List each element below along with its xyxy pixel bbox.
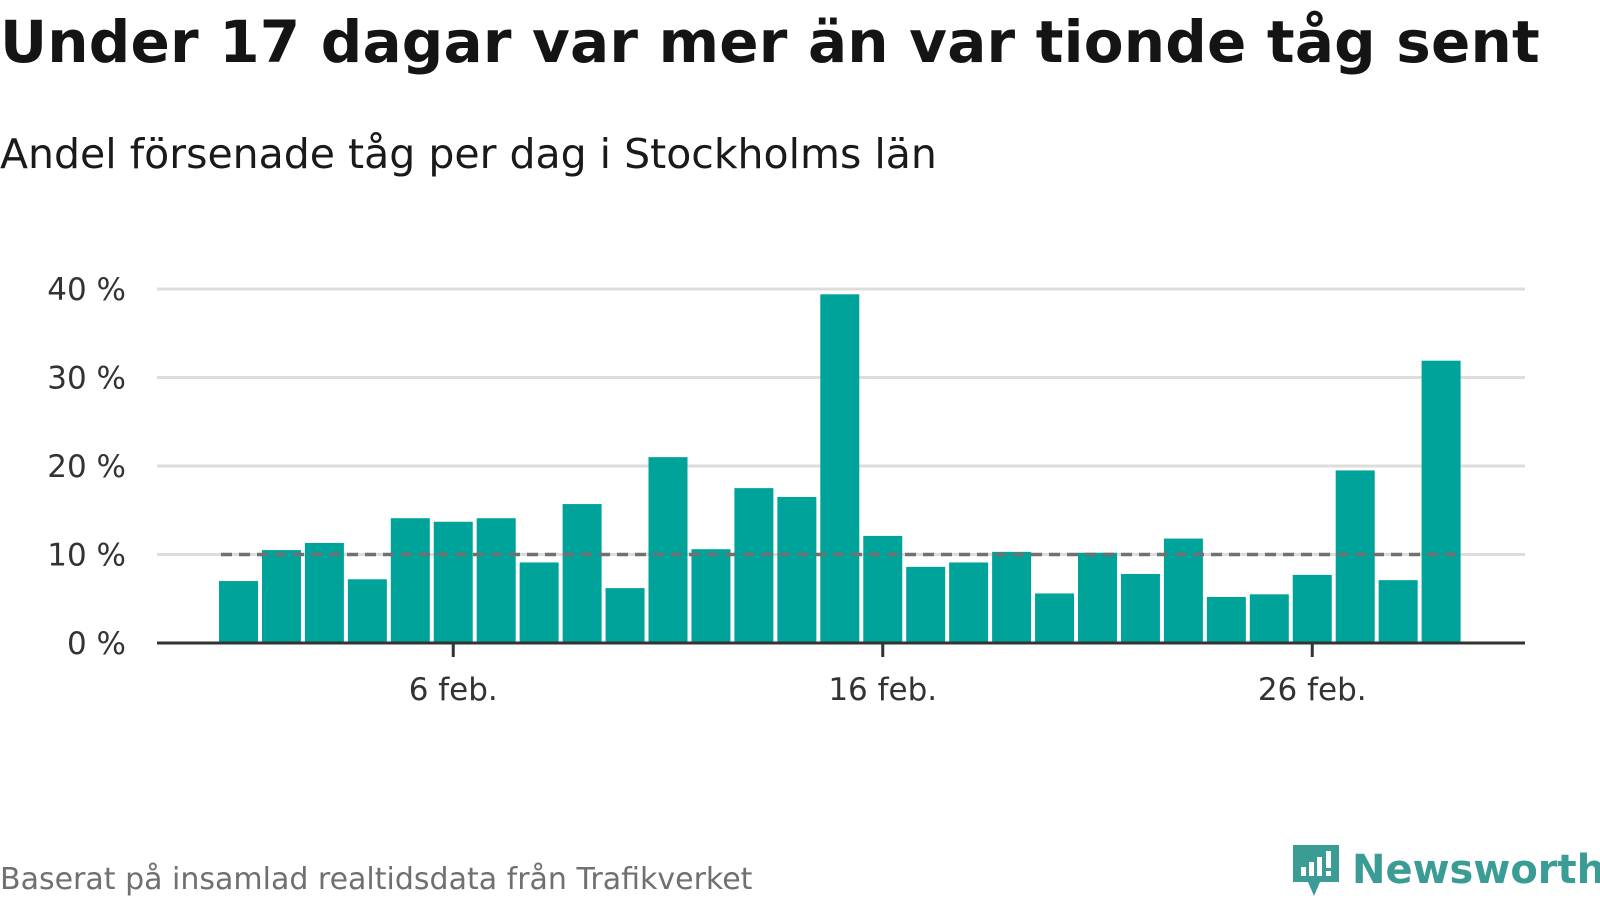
bar [820,294,860,643]
bar [1421,360,1461,643]
bar [1378,580,1418,643]
chart-subtitle: Andel försenade tåg per dag i Stockholms… [0,130,937,178]
bar [863,535,903,643]
y-tick-label: 40 % [47,272,126,308]
bar [648,457,688,643]
brand-logo: Newsworthy [1290,842,1600,898]
y-tick-label: 10 % [47,538,126,574]
bar [390,518,430,643]
bars [219,294,1461,643]
bar [1206,596,1246,643]
newsworthy-logo-icon [1293,845,1339,896]
bar [1078,552,1117,643]
bar [1249,594,1289,643]
y-tick-label: 20 % [47,449,126,485]
source-note: Baserat på insamlad realtidsdata från Tr… [0,862,753,897]
bar [219,581,258,643]
y-axis-tick-labels: 0 % 10 % 20 % 30 % 40 % [47,272,126,662]
x-tick-label: 6 feb. [409,672,498,708]
brand-name: Newsworthy [1352,847,1600,893]
bar [1335,470,1375,643]
x-tick-label: 16 feb. [828,672,937,708]
bar [777,496,817,643]
x-axis-tick-labels: 6 feb. 16 feb. 26 feb. [409,643,1367,708]
chart-title: Under 17 dagar var mer än var tionde tåg… [0,8,1540,76]
bar [734,488,774,643]
bar [906,566,946,643]
bar [476,518,516,643]
bar [347,579,387,643]
bar [519,562,559,643]
bar [1292,574,1332,643]
bar [605,588,645,643]
bar [992,551,1032,643]
x-tick-label: 26 feb. [1258,672,1367,708]
y-tick-label: 30 % [47,361,126,397]
bar [691,549,731,643]
bar [562,504,602,643]
bar [949,562,989,643]
y-tick-label: 0 % [67,626,126,662]
bar [1120,573,1160,643]
bar [1035,593,1075,643]
bar [261,550,301,643]
bar [304,542,344,643]
bar [433,521,473,643]
